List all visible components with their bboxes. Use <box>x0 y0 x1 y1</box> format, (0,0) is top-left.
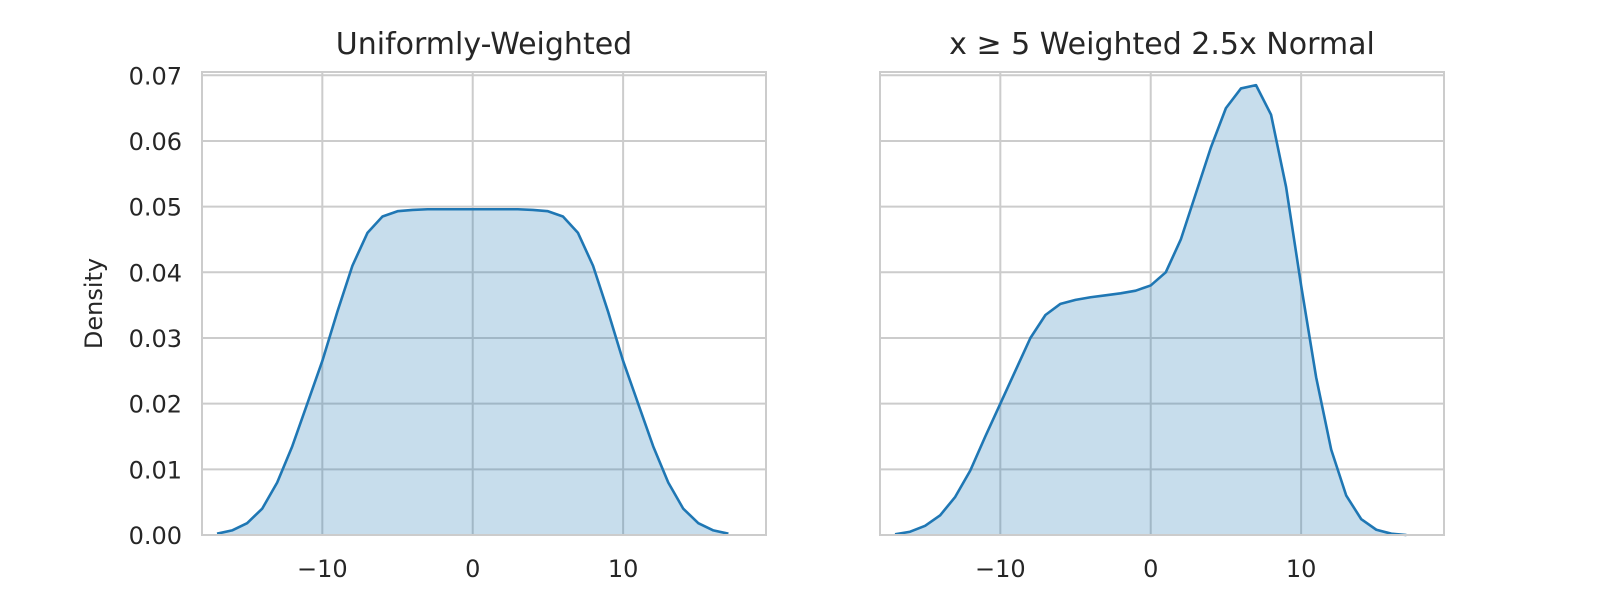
x-tick-label: 10 <box>608 555 639 583</box>
axes-frame <box>879 71 1445 536</box>
subplot-2: −10 0 10 x ≥ 5 Weighted 2.5x Normal <box>879 27 1445 583</box>
x-tick-label: 0 <box>1143 555 1158 583</box>
x-tick-label: 10 <box>1286 555 1317 583</box>
subplot-title: Uniformly-Weighted <box>336 27 632 62</box>
density-line <box>894 83 1407 537</box>
y-tick-label: 0.00 <box>129 522 182 550</box>
y-tick-label: 0.04 <box>129 259 182 287</box>
y-tick-label: 0.02 <box>129 391 182 419</box>
axes-frame <box>201 71 767 536</box>
y-tick-label: 0.03 <box>129 325 182 353</box>
y-tick-label: 0.05 <box>129 194 182 222</box>
y-tick-label: 0.01 <box>129 456 182 484</box>
y-tick-label: 0.06 <box>129 128 182 156</box>
x-tick-label: −10 <box>297 555 348 583</box>
subplot-title: x ≥ 5 Weighted 2.5x Normal <box>949 27 1375 62</box>
density-area <box>895 85 1407 535</box>
density-line <box>216 207 729 535</box>
y-axis-label: Density <box>80 258 108 349</box>
subplot-1: −10 0 10 0.00 0.01 0.02 0.03 0.04 0.05 0.06 0.07 De… <box>80 27 767 583</box>
x-tick-label: −10 <box>975 555 1026 583</box>
y-tick-label: 0.07 <box>129 62 182 90</box>
x-tick-label: 0 <box>465 555 480 583</box>
